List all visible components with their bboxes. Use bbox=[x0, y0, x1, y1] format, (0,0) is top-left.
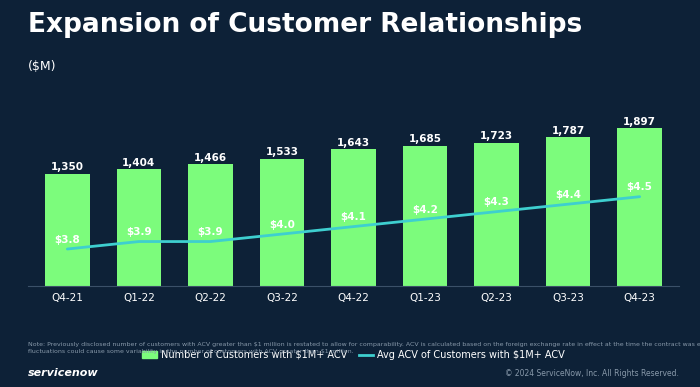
Text: 1,685: 1,685 bbox=[409, 134, 442, 144]
Text: 1,897: 1,897 bbox=[623, 116, 656, 127]
Bar bbox=[331, 149, 376, 286]
Text: $4.1: $4.1 bbox=[341, 212, 366, 222]
Bar bbox=[546, 137, 590, 286]
Text: 1,404: 1,404 bbox=[122, 158, 155, 168]
Text: Expansion of Customer Relationships: Expansion of Customer Relationships bbox=[28, 12, 582, 38]
Text: servicenow: servicenow bbox=[28, 368, 99, 378]
Bar bbox=[260, 159, 304, 286]
Text: $4.0: $4.0 bbox=[269, 219, 295, 229]
Text: 1,350: 1,350 bbox=[51, 162, 84, 172]
Text: $3.9: $3.9 bbox=[197, 227, 223, 237]
Text: $4.3: $4.3 bbox=[484, 197, 510, 207]
Text: 1,466: 1,466 bbox=[194, 152, 227, 163]
Bar bbox=[117, 170, 161, 286]
Legend: Number of Customers with $1M+ ACV, Avg ACV of Customers with $1M+ ACV: Number of Customers with $1M+ ACV, Avg A… bbox=[139, 346, 568, 364]
Text: © 2024 ServiceNow, Inc. All Rights Reserved.: © 2024 ServiceNow, Inc. All Rights Reser… bbox=[505, 370, 679, 378]
Bar bbox=[403, 146, 447, 286]
Text: 1,723: 1,723 bbox=[480, 131, 513, 141]
Text: $3.9: $3.9 bbox=[126, 227, 152, 237]
Bar bbox=[617, 128, 661, 286]
Bar bbox=[46, 174, 90, 286]
Text: Note: Previously disclosed number of customers with ACV greater than $1 million : Note: Previously disclosed number of cus… bbox=[28, 342, 700, 354]
Text: 1,533: 1,533 bbox=[265, 147, 298, 157]
Bar bbox=[475, 143, 519, 286]
Text: $4.2: $4.2 bbox=[412, 205, 438, 215]
Text: $4.4: $4.4 bbox=[555, 190, 581, 200]
Bar bbox=[188, 164, 232, 286]
Text: $4.5: $4.5 bbox=[626, 182, 652, 192]
Text: ($M): ($M) bbox=[28, 60, 57, 73]
Text: $3.8: $3.8 bbox=[55, 235, 80, 245]
Text: 1,643: 1,643 bbox=[337, 138, 370, 148]
Text: 1,787: 1,787 bbox=[552, 126, 584, 136]
